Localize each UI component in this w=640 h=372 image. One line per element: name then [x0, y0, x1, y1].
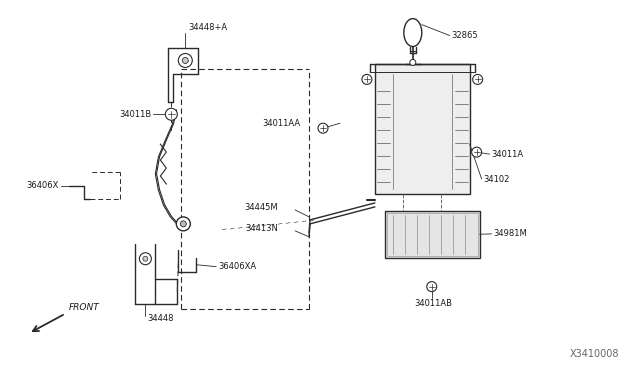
Circle shape	[362, 74, 372, 84]
Text: 34981M: 34981M	[493, 229, 527, 238]
Circle shape	[410, 60, 416, 65]
Text: 34448+A: 34448+A	[188, 23, 227, 32]
Circle shape	[176, 217, 190, 231]
Text: 34445M: 34445M	[244, 203, 278, 212]
Text: 34011AB: 34011AB	[415, 299, 452, 308]
Text: 34448: 34448	[147, 314, 174, 323]
Text: 32865: 32865	[452, 31, 478, 40]
Text: 36406XA: 36406XA	[218, 262, 257, 271]
Circle shape	[165, 108, 177, 120]
Circle shape	[182, 58, 188, 64]
Text: 34011B: 34011B	[119, 110, 152, 119]
Circle shape	[318, 123, 328, 133]
Text: 34011A: 34011A	[492, 150, 524, 158]
Bar	[385, 211, 479, 258]
Text: FRONT: FRONT	[68, 302, 99, 311]
Text: 34011AA: 34011AA	[262, 119, 300, 128]
Circle shape	[472, 147, 482, 157]
Circle shape	[140, 253, 152, 265]
Text: 36406X: 36406X	[26, 182, 59, 190]
Text: 34413N: 34413N	[245, 224, 278, 233]
Circle shape	[180, 221, 186, 227]
Text: 34102: 34102	[484, 174, 510, 183]
Circle shape	[427, 282, 436, 292]
Text: X3410008: X3410008	[570, 349, 620, 359]
Circle shape	[473, 74, 483, 84]
Circle shape	[143, 256, 148, 261]
Ellipse shape	[404, 19, 422, 46]
Bar	[375, 64, 470, 194]
Circle shape	[179, 54, 192, 67]
Bar	[387, 213, 477, 256]
